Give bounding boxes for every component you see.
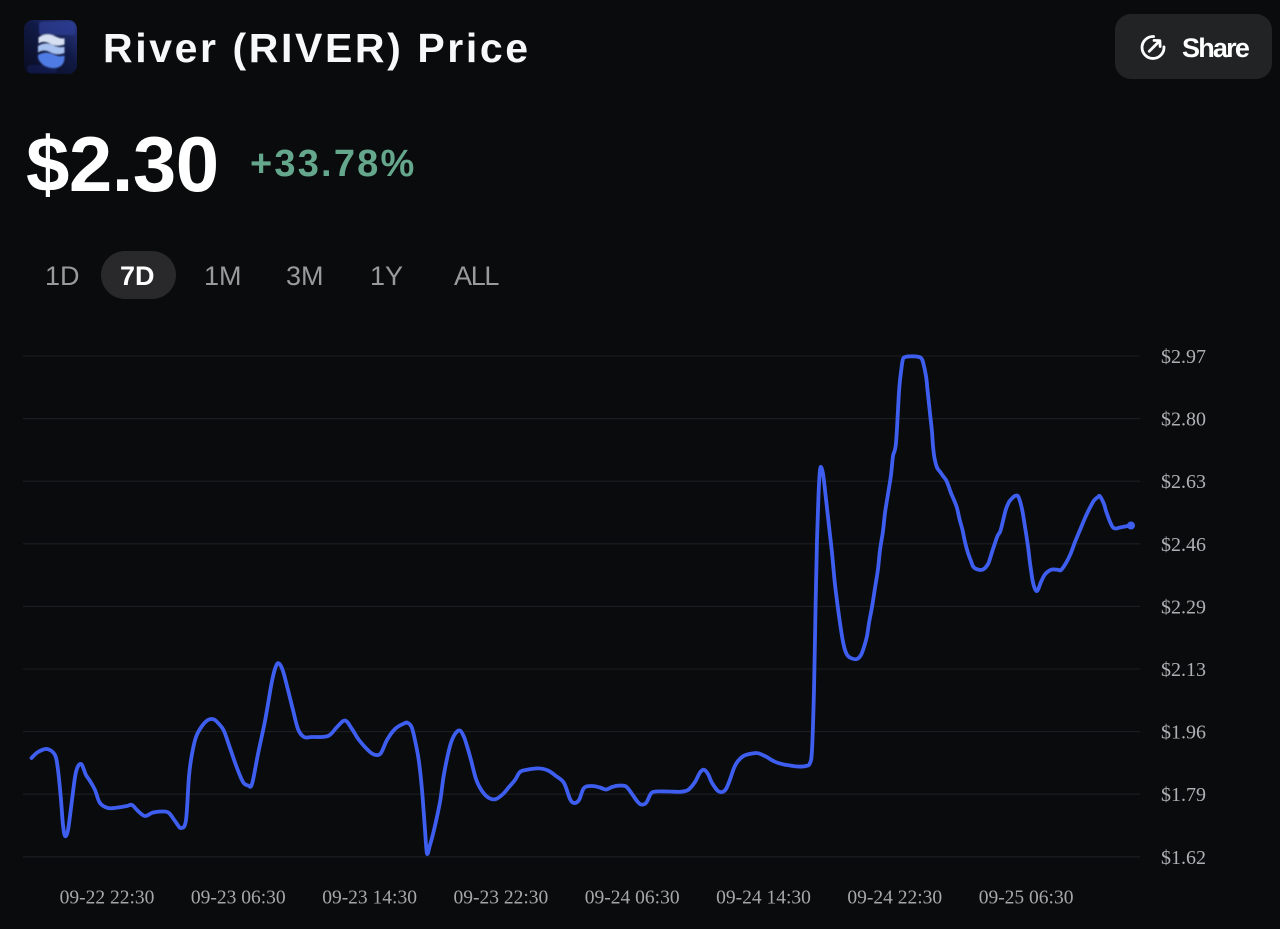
- svg-text:$2.80: $2.80: [1161, 409, 1206, 431]
- svg-text:09-24 14:30: 09-24 14:30: [716, 888, 811, 909]
- svg-text:$2.63: $2.63: [1161, 471, 1206, 493]
- svg-text:09-22 22:30: 09-22 22:30: [60, 888, 155, 909]
- svg-text:09-23 06:30: 09-23 06:30: [191, 888, 286, 909]
- svg-text:$2.97: $2.97: [1161, 346, 1206, 368]
- svg-text:$2.13: $2.13: [1161, 659, 1206, 681]
- svg-text:09-24 22:30: 09-24 22:30: [847, 888, 942, 909]
- svg-text:$1.62: $1.62: [1161, 847, 1206, 869]
- svg-text:$1.96: $1.96: [1161, 722, 1206, 744]
- svg-text:09-23 14:30: 09-23 14:30: [322, 888, 417, 909]
- svg-text:$1.79: $1.79: [1161, 784, 1206, 806]
- svg-text:09-23 22:30: 09-23 22:30: [454, 888, 549, 909]
- svg-text:$2.29: $2.29: [1161, 596, 1206, 618]
- svg-text:$2.46: $2.46: [1161, 534, 1206, 556]
- svg-text:09-25 06:30: 09-25 06:30: [979, 888, 1074, 909]
- svg-text:09-24 06:30: 09-24 06:30: [585, 888, 680, 909]
